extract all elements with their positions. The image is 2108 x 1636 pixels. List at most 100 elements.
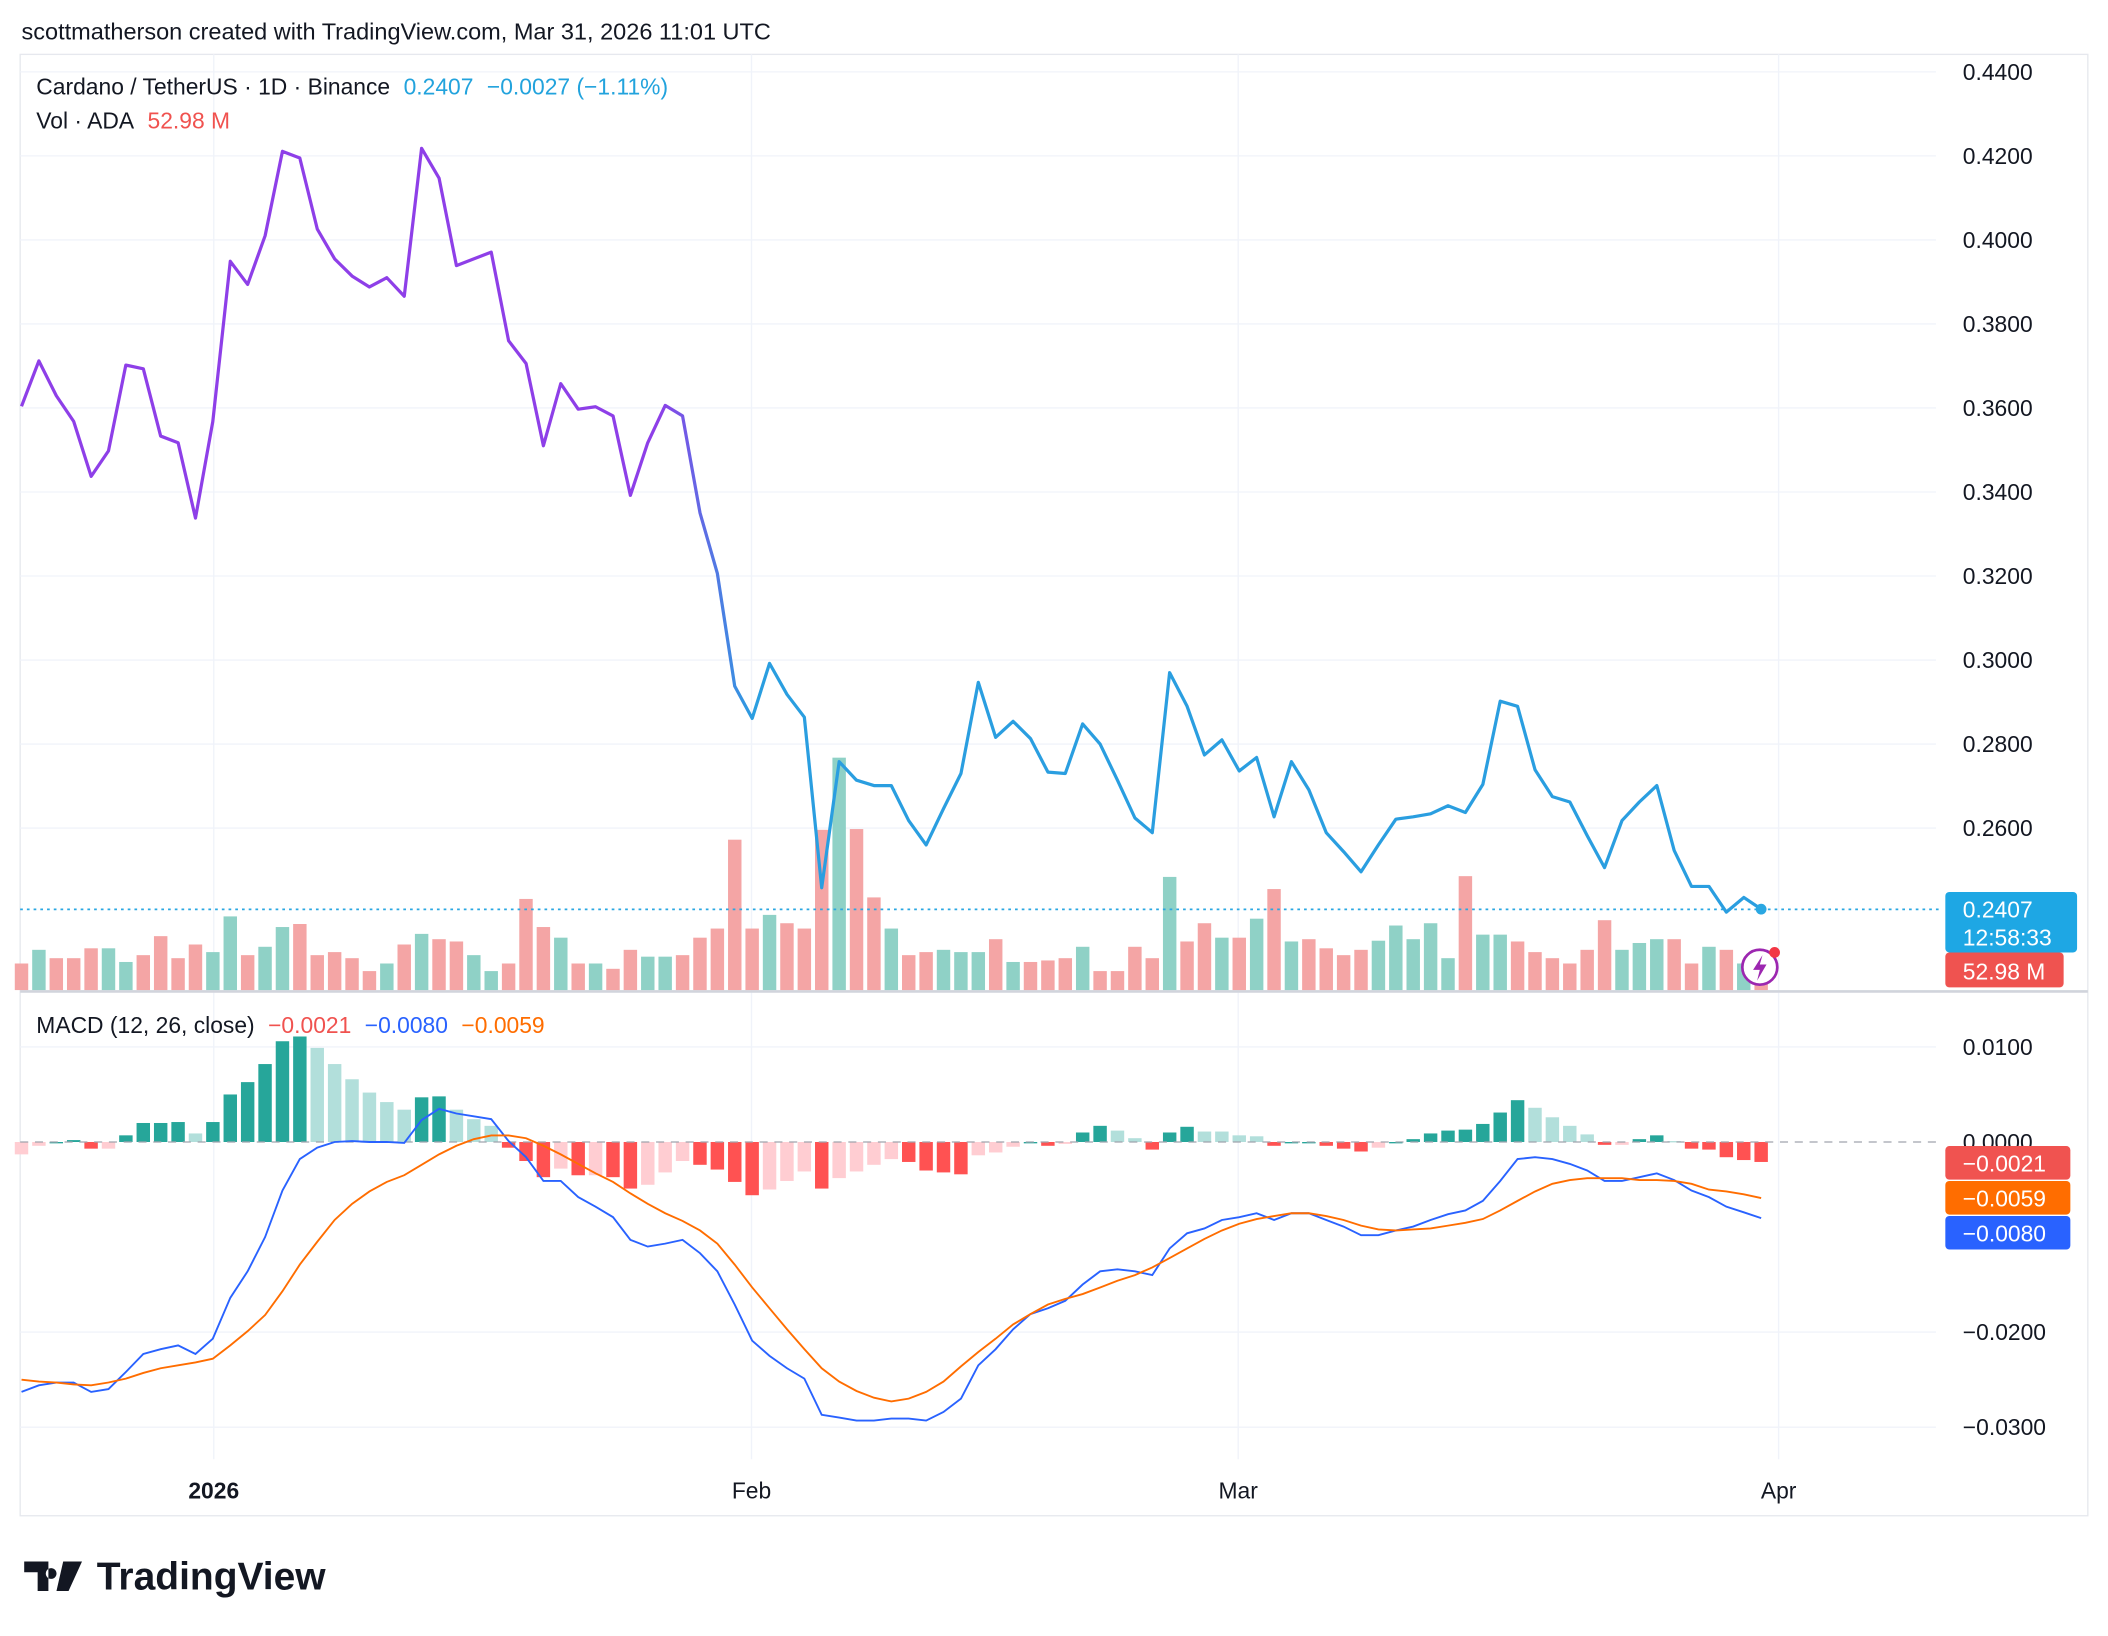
- volume-bar: [1041, 960, 1055, 991]
- macd-histogram-bar: [641, 1141, 655, 1185]
- macd-histogram-bar: [1354, 1141, 1368, 1152]
- macd-axis-label: −0.0300: [1963, 1414, 2046, 1440]
- macd-histogram-bar: [1597, 1141, 1612, 1145]
- time-axis[interactable]: 2026 Feb Mar Apr: [188, 1477, 1796, 1503]
- volume-bar: [1180, 941, 1194, 991]
- macd-histogram-bar: [1232, 1135, 1246, 1142]
- volume-bar: [1302, 939, 1316, 991]
- volume-bar: [1389, 925, 1403, 991]
- macd-histogram-bar: [484, 1125, 498, 1142]
- volume-bar: [240, 955, 255, 991]
- price-axis-label: 0.3000: [1963, 647, 2033, 673]
- macd-histogram-bar: [1371, 1141, 1386, 1148]
- volume-bar: [362, 971, 377, 991]
- signal-tag-value: −0.0059: [1963, 1186, 2046, 1212]
- macd-histogram-bar: [32, 1141, 46, 1146]
- macd-histogram-bar: [1267, 1141, 1281, 1146]
- svg-text:MACD (12, 26, close)−0.0021−0.: MACD (12, 26, close) −0.0021 −0.0080 −0.005…: [36, 1012, 544, 1038]
- price-axis-label: 0.3600: [1963, 395, 2033, 421]
- macd-histogram-bar: [1493, 1112, 1507, 1142]
- volume-bar: [84, 948, 98, 991]
- macd-histogram-bar: [1458, 1129, 1473, 1142]
- macd-histogram-bar: [1215, 1131, 1229, 1142]
- volume-bar: [693, 937, 707, 991]
- macd-tag: [1945, 1215, 2071, 1250]
- volume-bar: [1075, 946, 1090, 991]
- volume-bar: [519, 898, 533, 991]
- price-axis[interactable]: 0.4400 0.4200 0.4000 0.3800 0.3600 0.3400 0.32…: [1963, 59, 2033, 841]
- macd-histogram-bar: [14, 1141, 29, 1155]
- volume-bar: [1563, 963, 1577, 991]
- volume-bar: [884, 928, 899, 991]
- volume-title[interactable]: Vol · ADA: [36, 107, 135, 133]
- macd-histogram-bar: [397, 1109, 411, 1142]
- macd-histogram-bar: [1041, 1141, 1055, 1146]
- price-tag-value: 0.2407: [1963, 896, 2033, 922]
- time-label-feb: Feb: [732, 1477, 771, 1503]
- volume-bar: [397, 944, 411, 991]
- price-axis-label: 0.4200: [1963, 143, 2033, 169]
- volume-bar: [988, 939, 1003, 991]
- volume-bar: [1667, 939, 1681, 991]
- lightning-icon[interactable]: [1740, 947, 1780, 987]
- macd-histogram-bar: [1632, 1139, 1647, 1142]
- macd-axis-label: 0.0100: [1963, 1034, 2033, 1060]
- macd-histogram-bar: [988, 1141, 1003, 1153]
- macd-histogram-bar: [902, 1141, 916, 1162]
- volume-bar: [658, 956, 672, 991]
- macd-histogram-bar: [310, 1047, 324, 1142]
- volume-bar: [1702, 946, 1716, 991]
- macd-hist-value: −0.0021: [268, 1012, 351, 1038]
- time-label-2026: 2026: [188, 1477, 239, 1503]
- volume-bar: [1284, 941, 1299, 991]
- last-price: 0.2407: [404, 74, 474, 100]
- macd-histogram-bar: [867, 1141, 881, 1165]
- volume-bar: [1493, 934, 1507, 991]
- volume-tag-value: 52.98 M: [1963, 958, 2046, 984]
- symbol-title[interactable]: Cardano / TetherUS · 1D · Binance: [36, 74, 390, 100]
- price-tag: [1945, 891, 2078, 953]
- macd-histogram-bar: [1284, 1141, 1299, 1144]
- volume-bar: [1162, 876, 1177, 991]
- macd-histogram-bar: [1058, 1141, 1073, 1144]
- volume-bar: [1684, 963, 1699, 991]
- macd-title[interactable]: MACD (12, 26, close): [36, 1012, 254, 1038]
- macd-histogram-bar: [1580, 1134, 1594, 1142]
- volume-bar: [623, 949, 638, 991]
- macd-histogram-bar: [1197, 1131, 1212, 1142]
- macd-histogram-bar: [101, 1141, 116, 1149]
- volume-bar: [380, 963, 394, 991]
- macd-histogram-bar: [345, 1079, 359, 1142]
- volume-bar: [902, 955, 916, 991]
- last-price-dot: [1755, 903, 1767, 915]
- macd-tag-value: −0.0080: [1963, 1220, 2046, 1246]
- macd-histogram-bar: [1249, 1136, 1264, 1142]
- volume-bar: [571, 963, 585, 991]
- volume-bar: [293, 924, 307, 991]
- volume-bar: [1632, 942, 1647, 991]
- macd-histogram-bar: [728, 1141, 742, 1182]
- volume-bar: [101, 948, 116, 991]
- svg-text:Cardano / TetherUS · 1D · Bina: Cardano / TetherUS · 1D · Binance 0.2407−…: [36, 74, 668, 100]
- grid: [20, 54, 1936, 1460]
- volume-bar: [919, 952, 933, 991]
- macd-histogram-bar: [1006, 1141, 1020, 1147]
- macd-histogram-bar: [693, 1141, 707, 1165]
- volume-bar: [1354, 949, 1368, 991]
- macd-histogram-bar: [849, 1141, 864, 1172]
- volume-bar: [310, 955, 324, 991]
- attribution: scottmatherson created with TradingView.…: [22, 19, 771, 45]
- signal-line: [21, 1134, 1762, 1403]
- tradingview-logo-icon: [24, 1561, 83, 1592]
- volume-bar: [223, 916, 237, 991]
- volume-bar: [414, 933, 429, 991]
- macd-histogram-bar: [153, 1122, 168, 1142]
- volume-bar: [1510, 941, 1525, 991]
- volume-bar: [832, 757, 846, 991]
- macd-histogram-bar: [832, 1141, 846, 1179]
- countdown-timer: 12:58:33: [1963, 925, 2052, 951]
- volume-tag: [1945, 952, 2064, 988]
- volume-bar: [762, 914, 777, 991]
